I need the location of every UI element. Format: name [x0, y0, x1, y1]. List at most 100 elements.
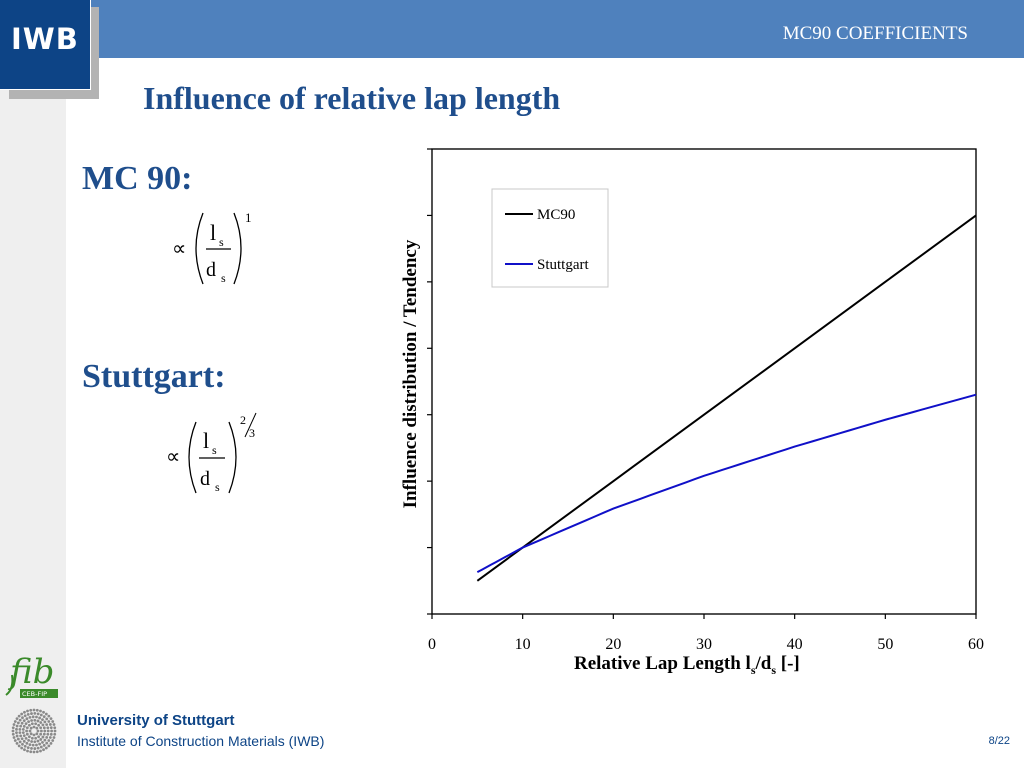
emblem-dot	[20, 746, 24, 750]
header-title: MC90 COEFFICIENTS	[782, 23, 968, 44]
x-tick-label: 20	[605, 636, 621, 653]
emblem-dot	[39, 749, 42, 753]
emblem-dot	[47, 744, 51, 748]
series-line-stuttgart	[476, 393, 977, 574]
emblem-dot	[26, 712, 30, 716]
exponent: 1	[245, 210, 252, 225]
emblem-dot	[11, 729, 15, 733]
left-paren	[195, 212, 204, 285]
x-tick-label: 50	[877, 636, 893, 653]
emblem-dot	[25, 741, 29, 745]
emblem-dot	[26, 709, 29, 713]
emblem-dot	[51, 739, 55, 742]
emblem-dot	[39, 709, 42, 713]
emblem-dot	[41, 723, 45, 727]
emblem-dot	[34, 736, 38, 740]
x-axis-title-main: Relative Lap Length l	[574, 653, 751, 674]
left-paren	[188, 421, 197, 494]
emblem-dot	[46, 732, 50, 736]
emblem-dot	[26, 749, 29, 753]
emblem-dot	[21, 716, 24, 720]
emblem-dot	[25, 717, 29, 721]
emblem-dot	[33, 740, 37, 744]
emblem-dot	[27, 723, 31, 727]
emblem-dot	[29, 732, 33, 736]
emblem-dot	[33, 718, 37, 722]
emblem-dot	[18, 731, 22, 735]
emblem-dot	[45, 723, 49, 727]
x-axis-title-sub2: s	[771, 662, 777, 677]
emblem-dot	[27, 735, 31, 739]
denominator-sub: s	[215, 480, 220, 494]
emblem-dot	[35, 708, 39, 712]
emblem-dot	[52, 723, 56, 726]
emblem-dot	[35, 715, 38, 719]
emblem-dot	[12, 736, 16, 739]
emblem-dot	[11, 732, 15, 736]
emblem-dot	[39, 726, 43, 730]
emblem-dot	[46, 726, 50, 730]
emblem-dot	[53, 732, 57, 736]
emblem-dot	[28, 743, 32, 747]
emblem-dot	[30, 740, 33, 743]
emblem-dot	[22, 734, 26, 738]
emblem-dot	[37, 735, 41, 739]
emblem-dot	[38, 716, 42, 720]
x-tick-label: 60	[968, 636, 984, 653]
legend-label-stuttgart: Stuttgart	[537, 257, 589, 273]
emblem-dot	[30, 747, 33, 750]
emblem-dot	[20, 712, 24, 716]
emblem-dot	[34, 722, 38, 726]
emblem-dot	[15, 724, 19, 728]
emblem-dot	[43, 738, 47, 742]
emblem-dot	[30, 722, 34, 726]
formula-graphics: ∝ l s d s 1 ∝ l s d s 2 3	[166, 210, 257, 494]
emblem-dot	[36, 712, 40, 716]
fib-sub-text: CEB-FIP	[22, 690, 47, 698]
emblem-dot	[29, 750, 33, 754]
emblem-dot	[49, 741, 53, 745]
emblem-dot	[31, 743, 35, 747]
emblem-dot	[39, 738, 43, 741]
emblem-dot	[28, 715, 32, 719]
page-number: 8/22	[988, 735, 1010, 747]
stuttgart-label: Stuttgart:	[82, 358, 226, 395]
emblem-dot	[27, 738, 30, 742]
emblem-dot	[15, 717, 19, 721]
plot-border	[431, 148, 977, 615]
emblem-dot	[18, 727, 22, 731]
fib-swoosh	[5, 674, 14, 696]
emblem-dot	[53, 726, 57, 730]
emblem-dot	[21, 742, 24, 746]
emblem-dot	[51, 720, 55, 723]
emblem-dot	[22, 739, 26, 743]
emblem-dot	[36, 729, 40, 733]
right-paren	[228, 421, 237, 494]
emblem-dot	[43, 729, 47, 733]
x-axis-title-end: [-]	[776, 653, 800, 674]
emblem-dot	[39, 721, 43, 724]
x-tick-label: 30	[696, 636, 712, 653]
emblem-dot	[19, 734, 23, 738]
emblem-dot	[17, 744, 21, 748]
numerator-sub: s	[219, 235, 224, 249]
emblem-dot	[22, 719, 26, 723]
emblem-dot	[33, 712, 37, 715]
left-sidebar	[0, 0, 66, 768]
proportional-symbol: ∝	[166, 446, 180, 468]
emblem-dot	[42, 732, 46, 736]
emblem-dot	[50, 729, 53, 733]
emblem-dot	[45, 735, 49, 739]
x-tick-label: 10	[515, 636, 531, 653]
fib-logo: fib CEB-FIP	[5, 652, 58, 698]
emblem-dot	[35, 743, 38, 747]
x-tick-label: 0	[428, 636, 436, 653]
emblem-dot	[32, 725, 36, 729]
emblem-dot	[16, 721, 20, 725]
emblem-dot	[49, 732, 53, 736]
emblem-dot	[18, 740, 22, 744]
logo-text: IWB	[11, 22, 79, 56]
emblem-dot	[36, 739, 40, 743]
emblem-dot	[13, 739, 17, 742]
emblem-dot	[47, 720, 51, 723]
